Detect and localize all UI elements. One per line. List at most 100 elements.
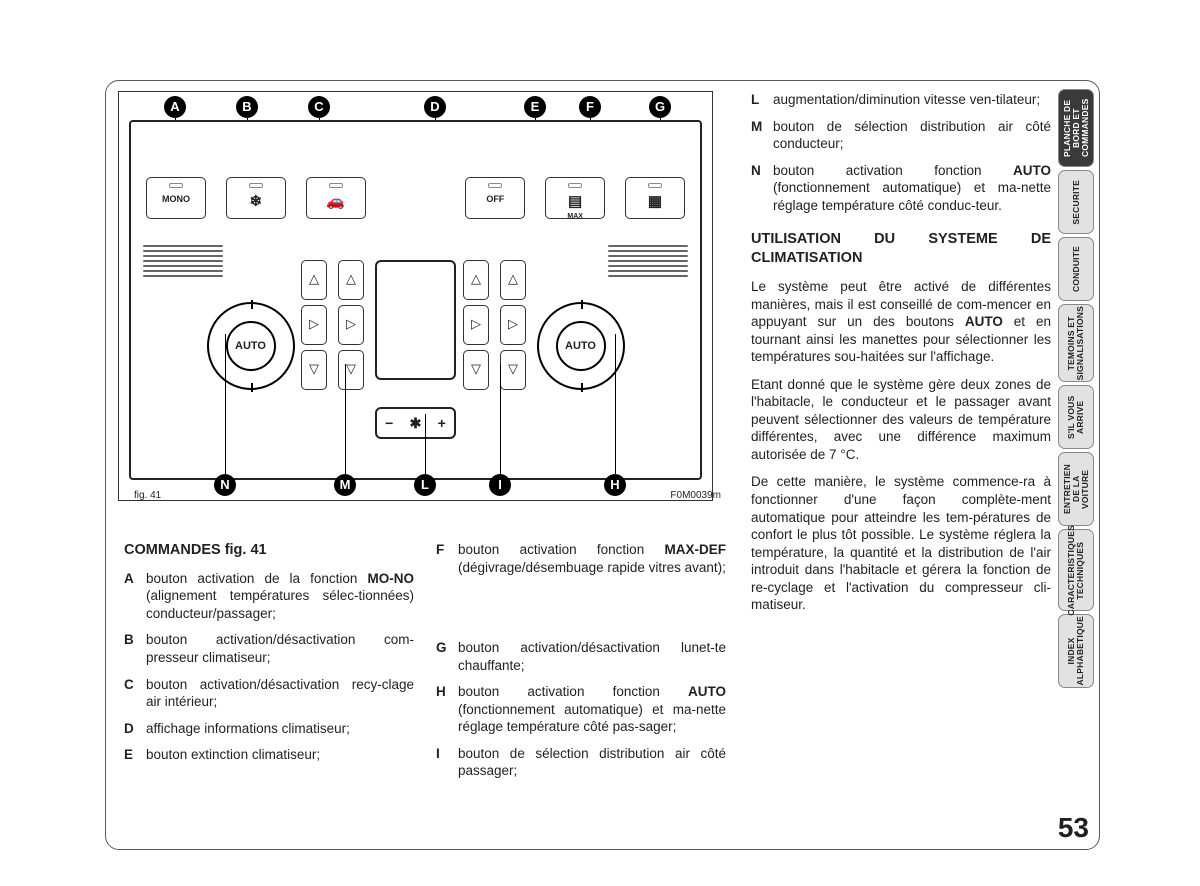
fan-rocker[interactable]: − ✱ + bbox=[375, 407, 456, 439]
list-item: Mbouton de sélection distribution air cô… bbox=[751, 118, 1051, 153]
list-item: Cbouton activation/désactivation recy-cl… bbox=[124, 676, 414, 711]
paras-col3: Le système peut être activé de différent… bbox=[751, 278, 1051, 614]
item-body: bouton activation fonction MAX-DEF (dégi… bbox=[458, 541, 726, 576]
paragraph: Etant donné que le système gère deux zon… bbox=[751, 376, 1051, 464]
dist-btn[interactable]: ▷ bbox=[500, 305, 526, 345]
label-G: G bbox=[649, 96, 671, 118]
item-body: bouton activation/désactivation com-pres… bbox=[146, 631, 414, 666]
label-E: E bbox=[524, 96, 546, 118]
list-item: Fbouton activation fonction MAX-DEF (dég… bbox=[436, 541, 726, 576]
dist-btn[interactable]: ▷ bbox=[301, 305, 327, 345]
item-body: bouton de sélection distribution air côt… bbox=[773, 118, 1051, 153]
item-body: augmentation/diminution vitesse ven-tila… bbox=[773, 91, 1051, 109]
dist-btn[interactable]: ▽ bbox=[338, 350, 364, 390]
list-item: Gbouton activation/désactivation lunet-t… bbox=[436, 639, 726, 674]
item-body: bouton activation fonction AUTO (fonctio… bbox=[773, 162, 1051, 215]
item-key: H bbox=[436, 683, 458, 736]
item-body: bouton de sélection distribution air côt… bbox=[458, 745, 726, 780]
item-key: F bbox=[436, 541, 458, 576]
list-item: Daffichage informations climatiseur; bbox=[124, 720, 414, 738]
figure-41: A B C D E F G MONO ❄ 🚗 OFF ▤MAX ▦ bbox=[118, 91, 713, 501]
dist-btn[interactable]: △ bbox=[463, 260, 489, 300]
item-key: D bbox=[124, 720, 146, 738]
page-number: 53 bbox=[1058, 812, 1089, 844]
fan-icon: ✱ bbox=[410, 415, 422, 432]
btn-rear-def[interactable]: ▦ bbox=[625, 177, 685, 219]
dist-btn[interactable]: △ bbox=[500, 260, 526, 300]
list-col2a: Fbouton activation fonction MAX-DEF (dég… bbox=[436, 541, 726, 576]
climate-panel: MONO ❄ 🚗 OFF ▤MAX ▦ AUTO AUTO bbox=[129, 120, 702, 480]
label-D: D bbox=[424, 96, 446, 118]
item-key: C bbox=[124, 676, 146, 711]
label-C: C bbox=[308, 96, 330, 118]
side-tab[interactable]: INDEX ALPHABETIQUE bbox=[1058, 614, 1094, 688]
btn-recirc[interactable]: 🚗 bbox=[306, 177, 366, 219]
dist-btn[interactable]: △ bbox=[338, 260, 364, 300]
btn-mono[interactable]: MONO bbox=[146, 177, 206, 219]
item-key: E bbox=[124, 746, 146, 764]
side-tab[interactable]: ENTRETIEN DE LA VOITURE bbox=[1058, 452, 1094, 526]
column-2a: Fbouton activation fonction MAX-DEF (dég… bbox=[436, 541, 726, 585]
item-body: bouton activation/désactivation recy-cla… bbox=[146, 676, 414, 711]
button-row: MONO ❄ 🚗 OFF ▤MAX ▦ bbox=[146, 177, 685, 222]
list-item: Ibouton de sélection distribution air cô… bbox=[436, 745, 726, 780]
label-A: A bbox=[164, 96, 186, 118]
dist-driver-col1: △ ▷ ▽ bbox=[301, 260, 331, 395]
side-tab[interactable]: CARACTERISTIQUES TECHNIQUES bbox=[1058, 529, 1094, 611]
usage-heading: UTILISATION DU SYSTEME DE CLIMATISATION bbox=[751, 230, 1051, 268]
list-col3: Laugmentation/diminution vitesse ven-til… bbox=[751, 91, 1051, 214]
list-col1: Abouton activation de la fonction MO-NO … bbox=[124, 570, 414, 764]
dist-btn[interactable]: ▷ bbox=[463, 305, 489, 345]
list-item: Ebouton extinction climatiseur; bbox=[124, 746, 414, 764]
item-key: N bbox=[751, 162, 773, 215]
dist-pass-col2: △ ▷ ▽ bbox=[500, 260, 530, 395]
item-body: bouton activation/désactivation lunet-te… bbox=[458, 639, 726, 674]
side-tab[interactable]: SECURITE bbox=[1058, 170, 1094, 234]
side-tabs: PLANCHE DE BORD ET COMMANDESSECURITECOND… bbox=[1058, 89, 1094, 691]
column-2b: Gbouton activation/désactivation lunet-t… bbox=[436, 639, 726, 789]
list-item: Laugmentation/diminution vitesse ven-til… bbox=[751, 91, 1051, 109]
fan-plus-icon: + bbox=[438, 415, 446, 431]
item-body: bouton activation fonction AUTO (fonctio… bbox=[458, 683, 726, 736]
label-B: B bbox=[236, 96, 258, 118]
btn-ac[interactable]: ❄ bbox=[226, 177, 286, 219]
figure-wrap: A B C D E F G MONO ❄ 🚗 OFF ▤MAX ▦ bbox=[118, 91, 728, 501]
dist-driver-col2: △ ▷ ▽ bbox=[338, 260, 368, 395]
dist-btn[interactable]: ▽ bbox=[301, 350, 327, 390]
item-key: A bbox=[124, 570, 146, 623]
list-col2b: Gbouton activation/désactivation lunet-t… bbox=[436, 639, 726, 780]
item-key: B bbox=[124, 631, 146, 666]
dist-btn[interactable]: ▽ bbox=[463, 350, 489, 390]
item-body: affichage informations climatiseur; bbox=[146, 720, 414, 738]
side-tab[interactable]: CONDUITE bbox=[1058, 237, 1094, 301]
column-3: Laugmentation/diminution vitesse ven-til… bbox=[751, 91, 1051, 624]
list-item: Bbouton activation/désactivation com-pre… bbox=[124, 631, 414, 666]
side-tab[interactable]: S'IL VOUS ARRIVE bbox=[1058, 385, 1094, 449]
dist-btn[interactable]: ▽ bbox=[500, 350, 526, 390]
item-key: G bbox=[436, 639, 458, 674]
fan-minus-icon: − bbox=[385, 415, 393, 431]
side-tab[interactable]: PLANCHE DE BORD ET COMMANDES bbox=[1058, 89, 1094, 167]
paragraph: Le système peut être activé de différent… bbox=[751, 278, 1051, 366]
dist-btn[interactable]: △ bbox=[301, 260, 327, 300]
btn-off[interactable]: OFF bbox=[465, 177, 525, 219]
item-body: bouton extinction climatiseur; bbox=[146, 746, 414, 764]
figure-caption: fig. 41 F0M0039m bbox=[130, 490, 725, 501]
item-key: I bbox=[436, 745, 458, 780]
btn-maxdef[interactable]: ▤MAX bbox=[545, 177, 605, 219]
list-item: Nbouton activation fonction AUTO (foncti… bbox=[751, 162, 1051, 215]
dist-btn[interactable]: ▷ bbox=[338, 305, 364, 345]
side-tab[interactable]: TEMOINS ET SIGNALISATIONS bbox=[1058, 304, 1094, 382]
item-key: L bbox=[751, 91, 773, 109]
commands-heading: COMMANDES fig. 41 bbox=[124, 541, 414, 560]
list-item: Hbouton activation fonction AUTO (foncti… bbox=[436, 683, 726, 736]
item-key: M bbox=[751, 118, 773, 153]
label-F: F bbox=[579, 96, 601, 118]
paragraph: De cette manière, le système commence-ra… bbox=[751, 473, 1051, 613]
dist-pass-col1: △ ▷ ▽ bbox=[463, 260, 493, 395]
column-1: COMMANDES fig. 41 Abouton activation de … bbox=[124, 541, 414, 773]
item-body: bouton activation de la fonction MO-NO (… bbox=[146, 570, 414, 623]
climate-display bbox=[375, 260, 456, 380]
list-item: Abouton activation de la fonction MO-NO … bbox=[124, 570, 414, 623]
page-frame: A B C D E F G MONO ❄ 🚗 OFF ▤MAX ▦ bbox=[105, 80, 1100, 850]
